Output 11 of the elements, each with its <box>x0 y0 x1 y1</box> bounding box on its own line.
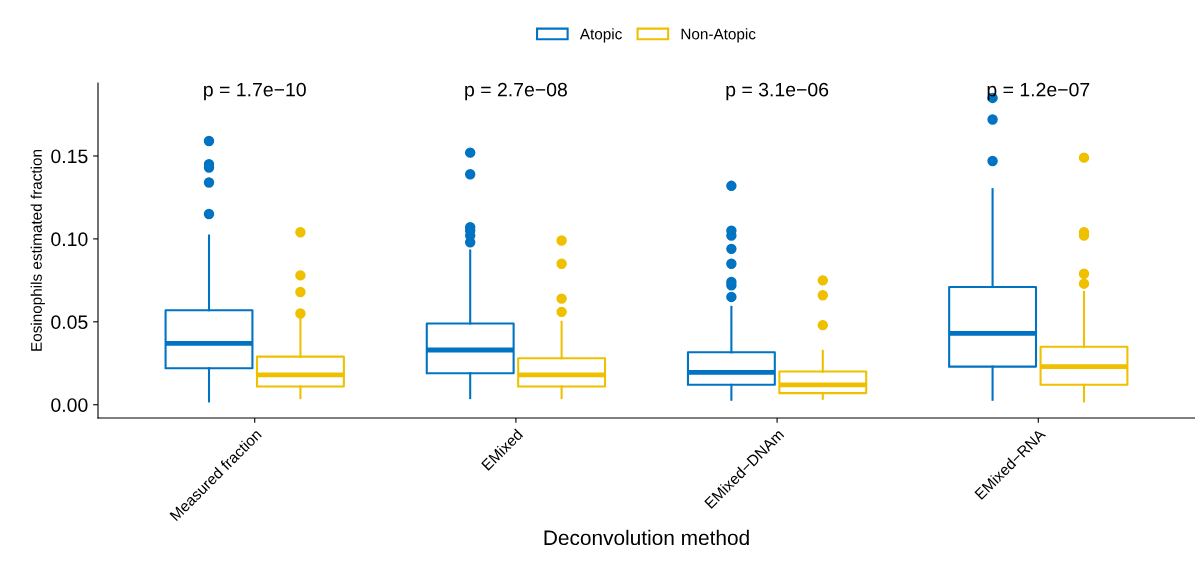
y-tick-label: 0.10 <box>51 232 88 247</box>
annotation: p = 3.1e−06 <box>726 82 829 101</box>
legend-label: Non-Atopic <box>681 28 756 43</box>
y-tick-label: 0.15 <box>51 149 88 164</box>
y-axis-title: Eosinophils estimated fraction <box>30 150 45 351</box>
annotation: p = 1.7e−10 <box>204 82 306 101</box>
y-tick-label: 0.00 <box>51 398 88 412</box>
y-tick-label: 0.05 <box>51 315 88 330</box>
legend-label: Atopic <box>579 28 622 43</box>
x-axis-title: Deconvolution method <box>544 529 749 546</box>
annotation: p = 2.7e−08 <box>465 82 567 101</box>
